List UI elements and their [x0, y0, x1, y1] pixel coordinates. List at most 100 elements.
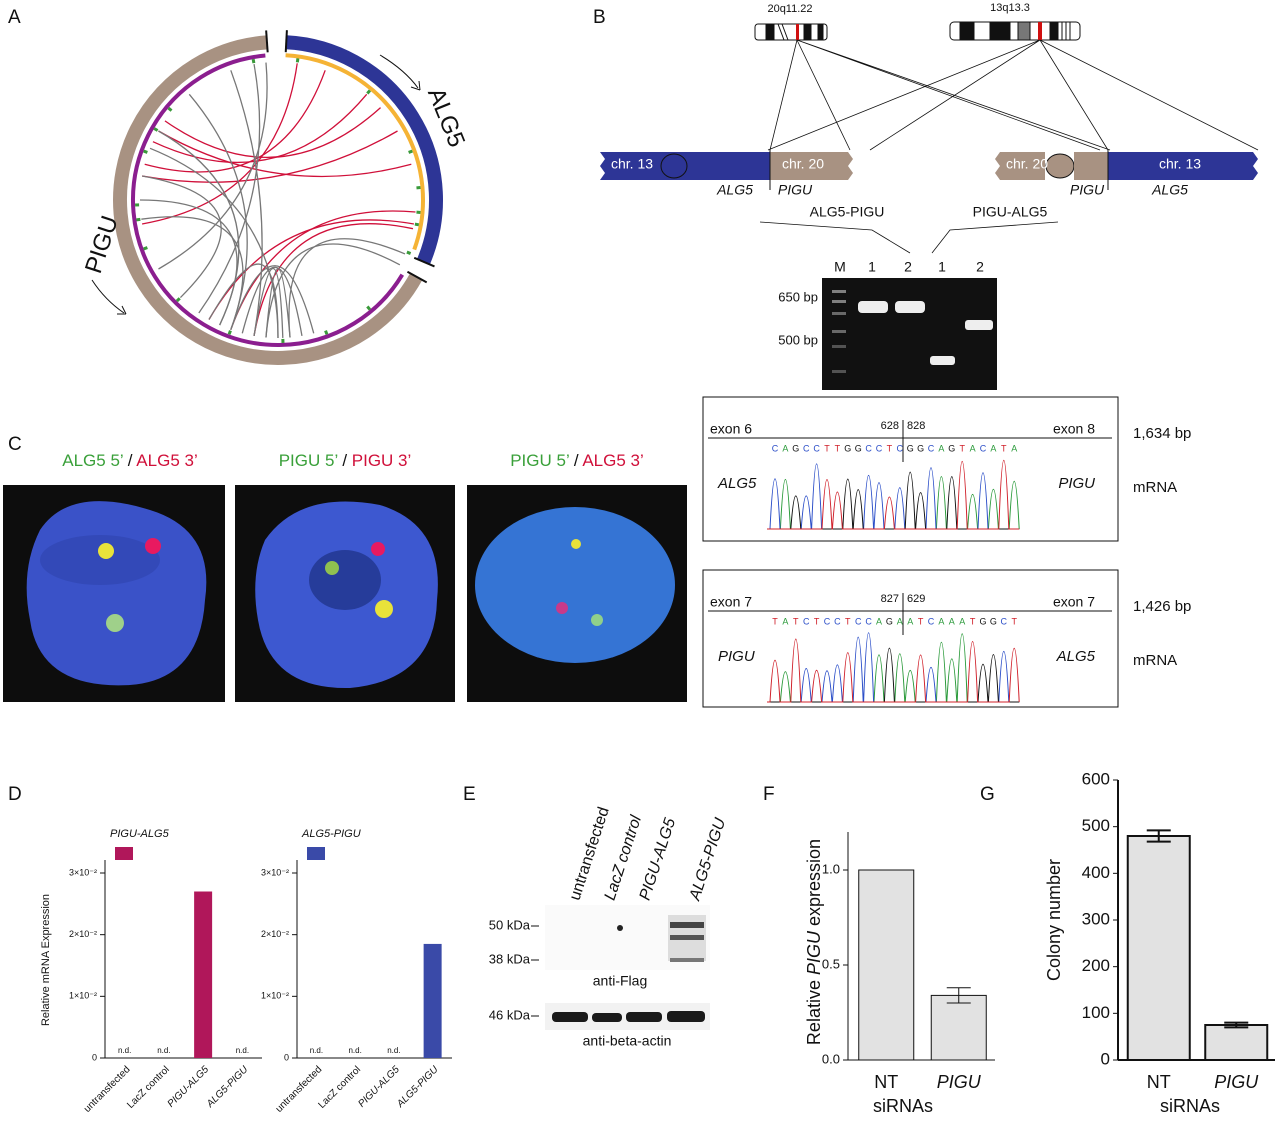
chord: [152, 93, 368, 164]
axis-title: Relative mRNA Expression: [40, 894, 52, 1026]
marker-label: 38 kDa: [489, 951, 531, 966]
ring-tick: [324, 330, 329, 335]
base: T: [1001, 443, 1007, 453]
lane-label: 2: [976, 259, 984, 275]
chromosome-label: chr. 13: [611, 156, 653, 172]
panel-letter: E: [463, 784, 476, 805]
panel-letter: A: [8, 7, 21, 28]
x-tick-label: NT: [1147, 1072, 1171, 1092]
ring-tick: [406, 250, 412, 255]
value-label: n.d.: [236, 1046, 249, 1055]
y-tick-label: 100: [1082, 1003, 1110, 1022]
ring-tick: [143, 149, 148, 154]
value-label: n.d.: [118, 1046, 131, 1055]
ring-tick: [136, 217, 141, 222]
ring-tick: [143, 246, 148, 251]
bar: [1204, 1024, 1269, 1061]
base: T: [970, 616, 976, 626]
base: G: [990, 616, 997, 626]
ring-tick: [408, 149, 413, 154]
chord: [230, 265, 315, 334]
ideogram: [949, 21, 1081, 41]
y-tick-label: 300: [1082, 909, 1110, 928]
arrow: [410, 80, 421, 91]
y-tick-label: 1×10⁻²: [261, 991, 289, 1001]
chromatogram-trace: [767, 476, 1020, 530]
x-tick-label: ALG5-PIGU: [394, 1064, 441, 1111]
panel-letter: G: [980, 784, 995, 805]
lane-label: 2: [904, 259, 912, 275]
marker-label: 500 bp: [778, 332, 818, 347]
value-label: n.d.: [348, 1046, 361, 1055]
gene-label: ALG5: [716, 182, 753, 198]
exon-label: exon 8: [1053, 421, 1095, 437]
x-tick-label: NT: [874, 1072, 898, 1092]
base: G: [792, 443, 799, 453]
value-label: n.d.: [310, 1046, 323, 1055]
base: A: [959, 616, 965, 626]
panel-letter: D: [8, 784, 22, 805]
base: T: [772, 616, 778, 626]
base: C: [1001, 616, 1008, 626]
y-tick-label: 1.0: [822, 861, 840, 876]
arrow: [117, 305, 127, 315]
y-tick-label: 0: [284, 1052, 289, 1062]
base: T: [918, 616, 924, 626]
base: C: [813, 443, 820, 453]
chord: [149, 147, 279, 339]
gel-image: [822, 278, 997, 390]
gene-label: PIGU: [80, 213, 124, 277]
chord: [265, 243, 401, 338]
ring-arc: [285, 35, 443, 265]
ring-arc: [113, 35, 423, 365]
base: T: [835, 443, 841, 453]
antibody-label: anti-Flag: [593, 973, 647, 989]
base: G: [979, 616, 986, 626]
chord: [144, 70, 326, 173]
base: C: [855, 616, 862, 626]
base: C: [803, 616, 810, 626]
lane-label: 1: [938, 259, 946, 275]
base: A: [876, 616, 882, 626]
base: G: [855, 443, 862, 453]
chord: [253, 267, 284, 338]
blot-bands: [617, 915, 706, 962]
chord: [265, 268, 291, 338]
marker-label: 650 bp: [778, 289, 818, 304]
caption-part: /: [569, 451, 582, 470]
ideogram: [754, 23, 828, 41]
base: C: [824, 616, 831, 626]
base: G: [917, 443, 924, 453]
chromosome-label: chr. 20: [1006, 156, 1048, 172]
base: C: [980, 443, 987, 453]
base: A: [782, 443, 788, 453]
antibody-label: anti-beta-actin: [583, 1033, 672, 1049]
value-label: n.d.: [157, 1046, 170, 1055]
axis-title-part: Relative: [804, 975, 824, 1045]
x-tick-label: untransfected: [82, 1064, 133, 1115]
gene-label: PIGU: [778, 182, 813, 198]
exon-label: exon 7: [710, 594, 752, 610]
ring-arc: [285, 53, 425, 251]
type-label: mRNA: [1133, 479, 1177, 496]
axis-title-part: expression: [804, 839, 824, 931]
ring-break: [413, 256, 435, 268]
base: C: [834, 616, 841, 626]
base: T: [824, 443, 830, 453]
base: A: [897, 616, 903, 626]
x-tick-label: LacZ control: [125, 1064, 172, 1111]
derivative-chromosome: [995, 150, 1258, 190]
exon-label: exon 7: [1053, 594, 1095, 610]
derivative-chromosome: [600, 150, 853, 190]
gene-label: PIGU: [718, 648, 755, 665]
base: C: [865, 616, 872, 626]
ring-tick: [153, 127, 159, 132]
ring-arc: [131, 53, 405, 347]
panel-letter: B: [593, 7, 606, 28]
band-label: 13q13.3: [990, 2, 1030, 14]
y-tick-label: 400: [1082, 863, 1110, 882]
gene-label: PIGU: [1058, 475, 1095, 492]
chord: [141, 216, 244, 330]
fish-image: [467, 485, 687, 702]
